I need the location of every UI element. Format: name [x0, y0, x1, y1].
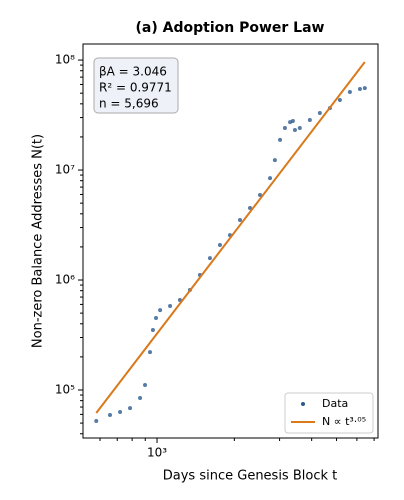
- legend-label: N ∝ t³·⁰⁵: [322, 415, 366, 428]
- x-tick-label: 10³: [147, 446, 167, 460]
- chart-title: (a) Adoption Power Law: [136, 20, 325, 36]
- fit-line: [95, 61, 366, 414]
- data-point: [143, 383, 148, 388]
- data-point: [247, 205, 252, 210]
- y-tick-label: 10⁶: [55, 273, 75, 287]
- data-point: [128, 406, 133, 411]
- data-point: [337, 98, 342, 103]
- legend-marker: [301, 402, 305, 406]
- annotation-box: [93, 57, 179, 114]
- data-point: [168, 303, 173, 308]
- annotation: R² = 0.9771: [99, 81, 172, 95]
- data-point: [154, 315, 159, 320]
- data-point: [290, 119, 295, 124]
- y-tick-label: 10⁸: [55, 53, 75, 67]
- y-tick-label: 10⁷: [55, 163, 75, 177]
- x-axis-label: Days since Genesis Block t: [163, 469, 337, 484]
- data-point: [217, 243, 222, 248]
- annotation: n = 5,696: [99, 97, 159, 111]
- data-point: [258, 193, 263, 198]
- data-point: [272, 158, 277, 163]
- data-point: [347, 90, 352, 95]
- annotation: βA = 3.046: [99, 65, 167, 79]
- data-point: [237, 218, 242, 223]
- data-point: [148, 350, 153, 355]
- data-point: [297, 126, 302, 131]
- data-point: [278, 137, 283, 142]
- data-point: [307, 118, 312, 123]
- data-point: [150, 328, 155, 333]
- data-point: [292, 128, 297, 133]
- data-point: [357, 87, 362, 92]
- data-point: [268, 176, 273, 181]
- plot-frame: [82, 43, 379, 439]
- data-point: [362, 86, 367, 91]
- legend-label: Data: [322, 397, 348, 410]
- data-point: [107, 412, 112, 417]
- y-axis-label: Non-zero Balance Addresses N(t): [31, 134, 46, 348]
- data-point: [94, 419, 99, 424]
- data-point: [118, 409, 123, 414]
- data-point: [207, 256, 212, 261]
- data-point: [317, 111, 322, 116]
- y-tick-label: 10⁵: [55, 382, 75, 396]
- data-point: [138, 396, 143, 401]
- data-point: [282, 126, 287, 131]
- data-point: [158, 308, 163, 313]
